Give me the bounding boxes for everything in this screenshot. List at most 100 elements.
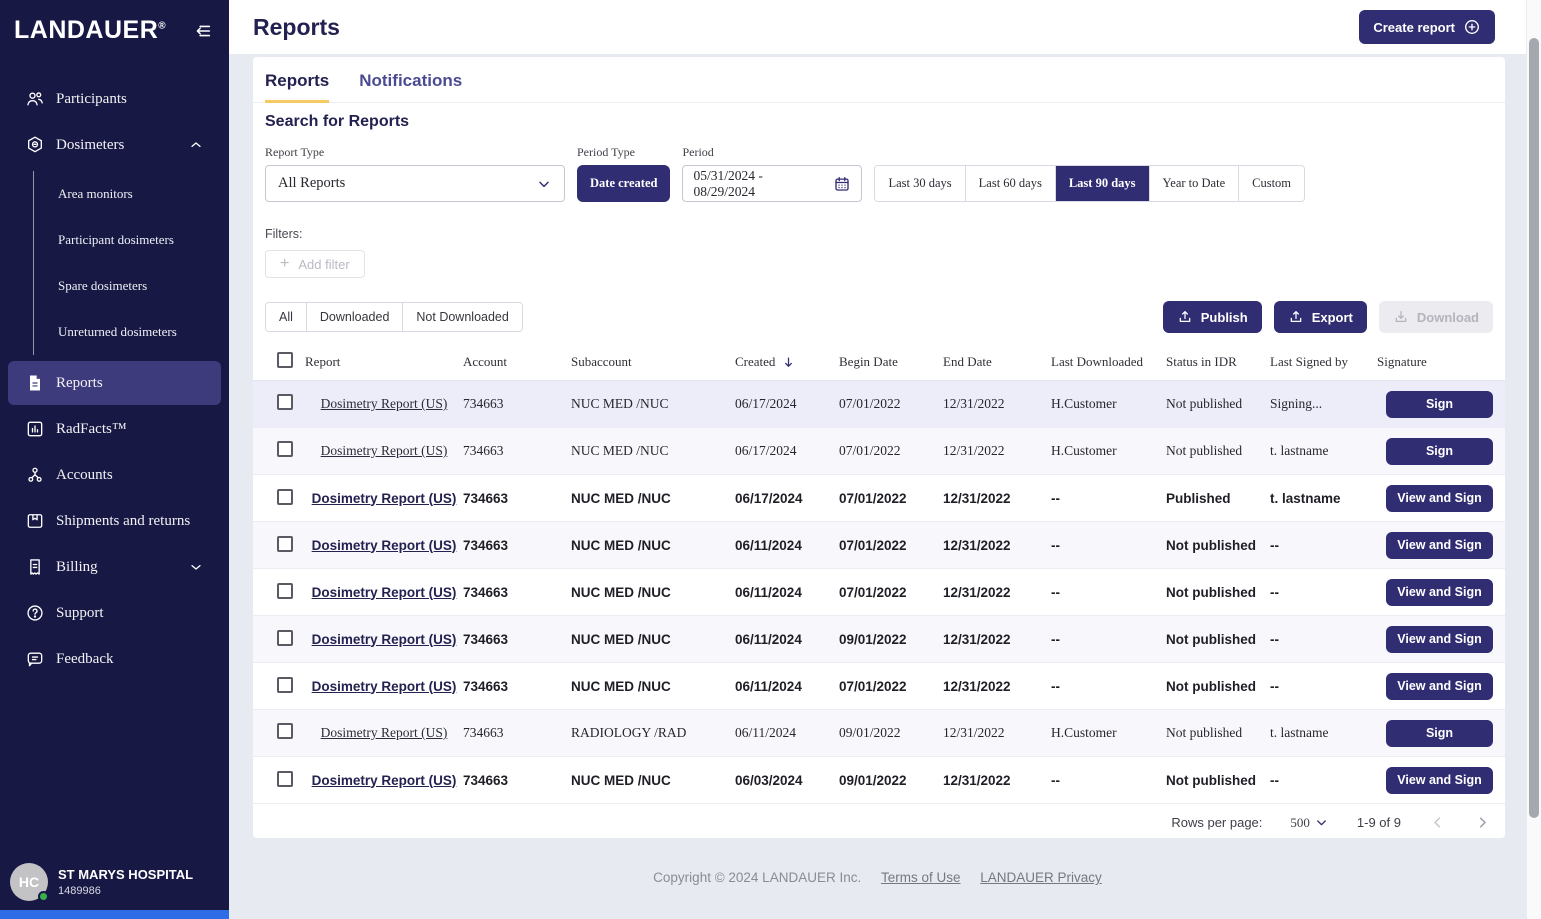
column-status-in-idr[interactable]: Status in IDR <box>1166 354 1237 369</box>
table-row: Dosimetry Report (US) 734663 NUC MED /NU… <box>253 475 1505 522</box>
row-checkbox[interactable] <box>277 535 293 552</box>
last-signed-cell: -- <box>1270 584 1279 600</box>
user-block[interactable]: HC ST MARYS HOSPITAL 1489986 <box>10 863 193 902</box>
report-link[interactable]: Dosimetry Report (US) <box>311 537 457 553</box>
begin-date-cell: 07/01/2022 <box>839 396 901 411</box>
sidebar-item-feedback[interactable]: Feedback <box>8 637 221 681</box>
tab-reports[interactable]: Reports <box>265 71 330 103</box>
row-checkbox[interactable] <box>277 441 293 457</box>
page-title: Reports <box>253 13 340 40</box>
filter-downloaded-button[interactable]: Downloaded <box>306 303 404 331</box>
table-row: Dosimetry Report (US) 734663 NUC MED /NU… <box>253 757 1505 804</box>
row-checkbox[interactable] <box>277 629 293 646</box>
participants-icon <box>25 89 45 109</box>
last-signed-cell: -- <box>1270 678 1279 694</box>
created-cell: 06/17/2024 <box>735 396 797 411</box>
period-type-chip[interactable]: Date created <box>577 165 671 202</box>
range-custom[interactable]: Custom <box>1239 166 1305 201</box>
sign-action-button[interactable]: Sign <box>1386 437 1493 465</box>
sidebar-item-spare-dosimeters[interactable]: Spare dosimeters <box>58 278 148 293</box>
next-page-button[interactable] <box>1474 814 1491 831</box>
sidebar-item-accounts[interactable]: Accounts <box>8 453 221 497</box>
report-link[interactable]: Dosimetry Report (US) <box>320 725 448 740</box>
range-last-90-days[interactable]: Last 90 days <box>1055 166 1150 201</box>
chat-bubble-icon <box>25 649 45 669</box>
row-checkbox[interactable] <box>277 723 293 739</box>
sign-action-button[interactable]: Sign <box>1386 390 1493 418</box>
report-link[interactable]: Dosimetry Report (US) <box>320 396 448 411</box>
table-header: Report Account Subaccount Created Begin … <box>253 346 1505 381</box>
range-last-60-days[interactable]: Last 60 days <box>965 166 1056 201</box>
rows-per-page-select[interactable]: 500 <box>1290 815 1329 831</box>
report-link[interactable]: Dosimetry Report (US) <box>311 631 457 647</box>
subaccount-cell: NUC MED /NUC <box>571 443 669 458</box>
chevron-up-icon[interactable] <box>188 137 204 153</box>
select-all-checkbox[interactable] <box>277 352 293 368</box>
column-begin-date[interactable]: Begin Date <box>839 354 898 369</box>
export-button[interactable]: Export <box>1273 301 1367 333</box>
range-year-to-date[interactable]: Year to Date <box>1149 166 1240 201</box>
filter-all-button[interactable]: All <box>266 303 307 331</box>
pagination: Rows per page: 500 1-9 of 9 <box>253 804 1505 847</box>
sidebar-item-billing[interactable]: Billing <box>8 545 221 589</box>
sign-action-button[interactable]: View and Sign <box>1386 531 1493 559</box>
row-checkbox[interactable] <box>277 770 293 787</box>
sidebar-item-shipments[interactable]: Shipments and returns <box>8 499 221 543</box>
row-checkbox[interactable] <box>277 488 293 505</box>
sidebar-item-radfacts[interactable]: RadFacts™ <box>8 407 221 451</box>
report-type-select[interactable]: All Reports <box>265 165 565 202</box>
row-checkbox[interactable] <box>277 394 293 410</box>
sign-action-button[interactable]: View and Sign <box>1386 625 1493 653</box>
end-date-cell: 12/31/2022 <box>943 443 1005 458</box>
terms-of-use-link[interactable]: Terms of Use <box>880 870 961 885</box>
row-checkbox[interactable] <box>277 676 293 693</box>
add-filter-button[interactable]: + Add filter <box>265 250 365 278</box>
column-created[interactable]: Created <box>735 354 839 370</box>
created-cell: 06/11/2024 <box>735 725 797 740</box>
privacy-link[interactable]: LANDAUER Privacy <box>980 870 1102 885</box>
range-last-30-days[interactable]: Last 30 days <box>875 166 966 201</box>
download-button[interactable]: Download <box>1378 301 1493 333</box>
sign-action-button[interactable]: View and Sign <box>1386 766 1493 794</box>
report-link[interactable]: Dosimetry Report (US) <box>311 490 457 506</box>
column-last-signed-by[interactable]: Last Signed by <box>1270 354 1348 369</box>
dosimeters-icon <box>25 135 45 155</box>
last-signed-cell: t. lastname <box>1270 490 1341 506</box>
report-link[interactable]: Dosimetry Report (US) <box>311 678 457 694</box>
column-signature: Signature <box>1377 354 1427 369</box>
calendar-icon[interactable] <box>833 175 851 193</box>
previous-page-button[interactable] <box>1429 814 1446 831</box>
sign-action-button[interactable]: Sign <box>1386 719 1493 747</box>
scrollbar-thumb[interactable] <box>1529 38 1539 818</box>
column-end-date[interactable]: End Date <box>943 354 992 369</box>
sidebar-item-reports[interactable]: Reports <box>8 361 221 405</box>
column-report[interactable]: Report <box>305 354 341 369</box>
table-row: Dosimetry Report (US) 734663 NUC MED /NU… <box>253 663 1505 710</box>
download-icon <box>1393 309 1409 325</box>
column-account[interactable]: Account <box>463 354 508 369</box>
sign-action-button[interactable]: View and Sign <box>1386 484 1493 512</box>
sidebar-item-dosimeters[interactable]: Dosimeters <box>8 123 221 167</box>
sidebar-item-participant-dosimeters[interactable]: Participant dosimeters <box>58 232 174 247</box>
sign-action-button[interactable]: View and Sign <box>1386 578 1493 606</box>
chevron-down-icon[interactable] <box>188 559 204 575</box>
sidebar-item-participants[interactable]: Participants <box>8 77 221 121</box>
column-last-downloaded[interactable]: Last Downloaded <box>1051 354 1144 369</box>
report-link[interactable]: Dosimetry Report (US) <box>320 443 448 458</box>
sign-action-button[interactable]: View and Sign <box>1386 672 1493 700</box>
create-report-button[interactable]: Create report <box>1359 10 1495 44</box>
sidebar-item-unreturned-dosimeters[interactable]: Unreturned dosimeters <box>58 324 177 339</box>
period-date-range-input[interactable]: 05/31/2024 - 08/29/2024 <box>682 165 863 202</box>
sidebar-item-area-monitors[interactable]: Area monitors <box>58 186 133 201</box>
column-subaccount[interactable]: Subaccount <box>571 354 632 369</box>
reports-card: Reports Notifications Search for Reports… <box>253 57 1505 838</box>
sidebar-item-support[interactable]: Support <box>8 591 221 635</box>
filter-not-downloaded-button[interactable]: Not Downloaded <box>403 303 522 331</box>
row-checkbox[interactable] <box>277 582 293 599</box>
vertical-scrollbar[interactable] <box>1526 0 1541 919</box>
report-link[interactable]: Dosimetry Report (US) <box>311 584 457 600</box>
publish-button[interactable]: Publish <box>1162 301 1262 333</box>
tab-notifications[interactable]: Notifications <box>359 71 462 103</box>
collapse-sidebar-icon[interactable] <box>191 20 213 42</box>
report-link[interactable]: Dosimetry Report (US) <box>311 772 457 788</box>
